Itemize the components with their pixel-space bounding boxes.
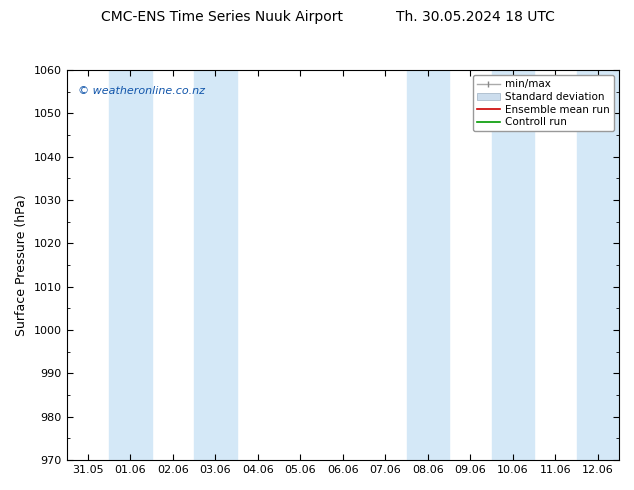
Legend: min/max, Standard deviation, Ensemble mean run, Controll run: min/max, Standard deviation, Ensemble me… <box>472 75 614 131</box>
Bar <box>491 70 534 460</box>
Bar <box>109 70 152 460</box>
Bar <box>406 70 449 460</box>
Text: CMC-ENS Time Series Nuuk Airport: CMC-ENS Time Series Nuuk Airport <box>101 10 343 24</box>
Y-axis label: Surface Pressure (hPa): Surface Pressure (hPa) <box>15 194 28 336</box>
Text: © weatheronline.co.nz: © weatheronline.co.nz <box>77 86 205 96</box>
Bar <box>194 70 236 460</box>
Bar <box>576 70 619 460</box>
Text: Th. 30.05.2024 18 UTC: Th. 30.05.2024 18 UTC <box>396 10 555 24</box>
